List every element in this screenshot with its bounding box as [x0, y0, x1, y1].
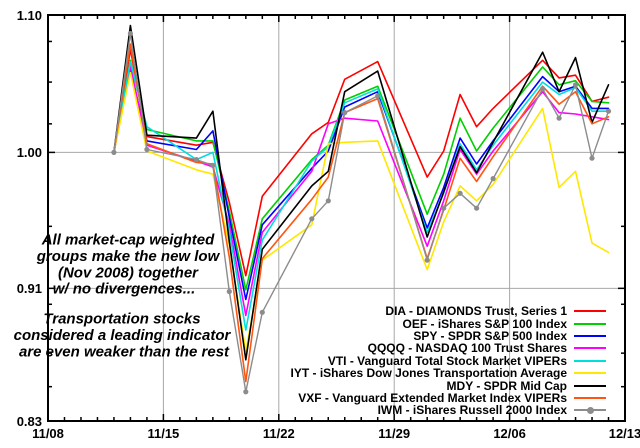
legend-line — [574, 322, 606, 325]
legend-row: VTI - Vanguard Total Stock Market VIPERs — [290, 353, 606, 368]
y-axis-label: 0.83 — [16, 414, 42, 429]
annotation-line: groups make the new low — [36, 248, 221, 265]
annotation-line: (Nov 2008) together — [58, 265, 199, 282]
series-marker — [210, 162, 216, 168]
series-line-vxf — [113, 43, 610, 383]
legend: DIA - DIAMONDS Trust, Series 1 OEF - iSha… — [290, 304, 606, 418]
x-axis-label: 12/13 — [608, 426, 640, 441]
legend-line — [574, 347, 606, 350]
series-marker — [556, 115, 562, 121]
legend-row: DIA - DIAMONDS Trust, Series 1 — [290, 304, 606, 319]
annotation-line: considered a leading indicator — [14, 327, 232, 344]
x-axis-label: 12/06 — [493, 426, 526, 441]
legend-line-sample — [574, 380, 606, 392]
series-line-dia — [113, 48, 610, 277]
legend-row: IYT - iShares Dow Jones Transportation A… — [290, 366, 606, 381]
legend-line — [574, 372, 606, 375]
y-axis-label: 1.00 — [16, 145, 42, 161]
series-marker — [572, 82, 579, 88]
series-marker — [474, 205, 480, 211]
annotation-line: All market-cap weighted — [41, 232, 215, 249]
series-marker — [193, 157, 199, 163]
annotation-line: Transportation stocks — [43, 311, 200, 328]
legend-label: OEF - iShares S&P 100 Index — [402, 316, 567, 331]
series-line-iyt — [113, 71, 610, 353]
series-line-iwm — [113, 32, 610, 393]
legend-line — [574, 396, 606, 399]
legend-line-sample — [574, 404, 606, 416]
series-marker — [605, 108, 612, 114]
series-marker — [259, 309, 265, 315]
plot-border — [47, 14, 626, 422]
series-marker — [309, 216, 315, 222]
series-marker — [111, 149, 117, 155]
legend-row: MDY - SPDR Mid Cap — [290, 378, 606, 393]
legend-line-sample — [574, 367, 606, 379]
legend-line — [574, 359, 606, 362]
series-line-spy — [113, 67, 610, 301]
series-marker — [243, 389, 249, 395]
legend-line-sample — [574, 342, 606, 354]
legend-line-sample — [574, 355, 606, 367]
series-marker — [226, 288, 232, 295]
legend-line-sample — [574, 392, 606, 404]
legend-label: IYT - iShares Dow Jones Transportation A… — [290, 366, 567, 381]
legend-line-sample — [574, 318, 606, 330]
annotations-layer: All market-cap weighted groups make the … — [14, 232, 232, 361]
series-marker — [342, 110, 348, 116]
series-marker — [144, 146, 150, 153]
legend-line-sample — [574, 305, 606, 317]
series-marker — [490, 176, 496, 182]
legend-label: VTI - Vanguard Total Stock Market VIPERs — [327, 353, 567, 368]
series-marker — [424, 257, 430, 263]
x-axis-label: 11/08 — [32, 426, 64, 441]
series-marker — [375, 93, 381, 99]
legend-marker-dot — [586, 406, 594, 414]
series-marker — [589, 155, 595, 161]
legend-row: OEF - iShares S&P 100 Index — [290, 316, 606, 331]
grid-and-frame-layer — [47, 14, 626, 422]
legend-label: SPY - SPDR S&P 500 Index — [413, 328, 567, 343]
series-marker — [441, 205, 447, 211]
legend-row: IWM - iShares Russell 2000 Index — [290, 403, 606, 418]
series-line-mdy — [113, 24, 610, 361]
legend-label: QQQQ - NASDAQ 100 Trust Shares — [367, 341, 567, 356]
series-line-vti — [113, 60, 610, 331]
legend-line — [574, 384, 606, 387]
x-axis-label: 11/22 — [262, 426, 295, 441]
series-marker — [540, 86, 546, 92]
legend-label: IWM - iShares Russell 2000 Index — [377, 403, 567, 418]
legend-label: MDY - SPDR Mid Cap — [446, 378, 567, 393]
y-axis-label: 0.91 — [16, 281, 42, 297]
series-layer — [111, 24, 612, 395]
legend-line — [574, 334, 606, 337]
legend-line-sample — [574, 330, 606, 342]
series-marker — [325, 198, 331, 204]
series-marker — [457, 190, 463, 196]
legend-label: DIA - DIAMONDS Trust, Series 1 — [385, 304, 567, 319]
x-axis-label: 11/15 — [147, 426, 180, 441]
annotation-line: w/ no divergences... — [53, 281, 196, 298]
legend-row: SPY - SPDR S&P 500 Index — [290, 328, 606, 343]
x-axis-label: 11/29 — [378, 426, 411, 441]
y-axis-label: 1.10 — [16, 8, 42, 23]
annotation-line: are even weaker than the rest — [19, 344, 230, 361]
legend-row: VXF - Vanguard Extended Market Index VIP… — [290, 390, 606, 405]
legend-line — [574, 310, 606, 313]
legend-label: VXF - Vanguard Extended Market Index VIP… — [298, 390, 567, 405]
legend-row: QQQQ - NASDAQ 100 Trust Shares — [290, 341, 606, 356]
series-marker — [127, 30, 133, 37]
